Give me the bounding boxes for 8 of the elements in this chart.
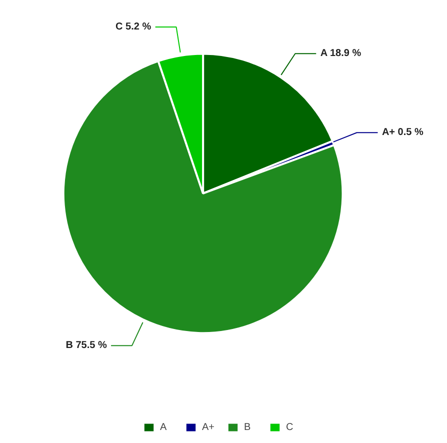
data-label: C 5.2 % [116,22,152,33]
data-label: A+ 0.5 % [382,127,424,138]
data-label: B 75.5 % [66,340,107,352]
legend-label: A+ [202,422,216,432]
legend-label: A [160,422,168,432]
legend-label: C [286,422,294,432]
legend-label: B [244,422,252,432]
data-label: A 18.9 % [320,48,362,60]
